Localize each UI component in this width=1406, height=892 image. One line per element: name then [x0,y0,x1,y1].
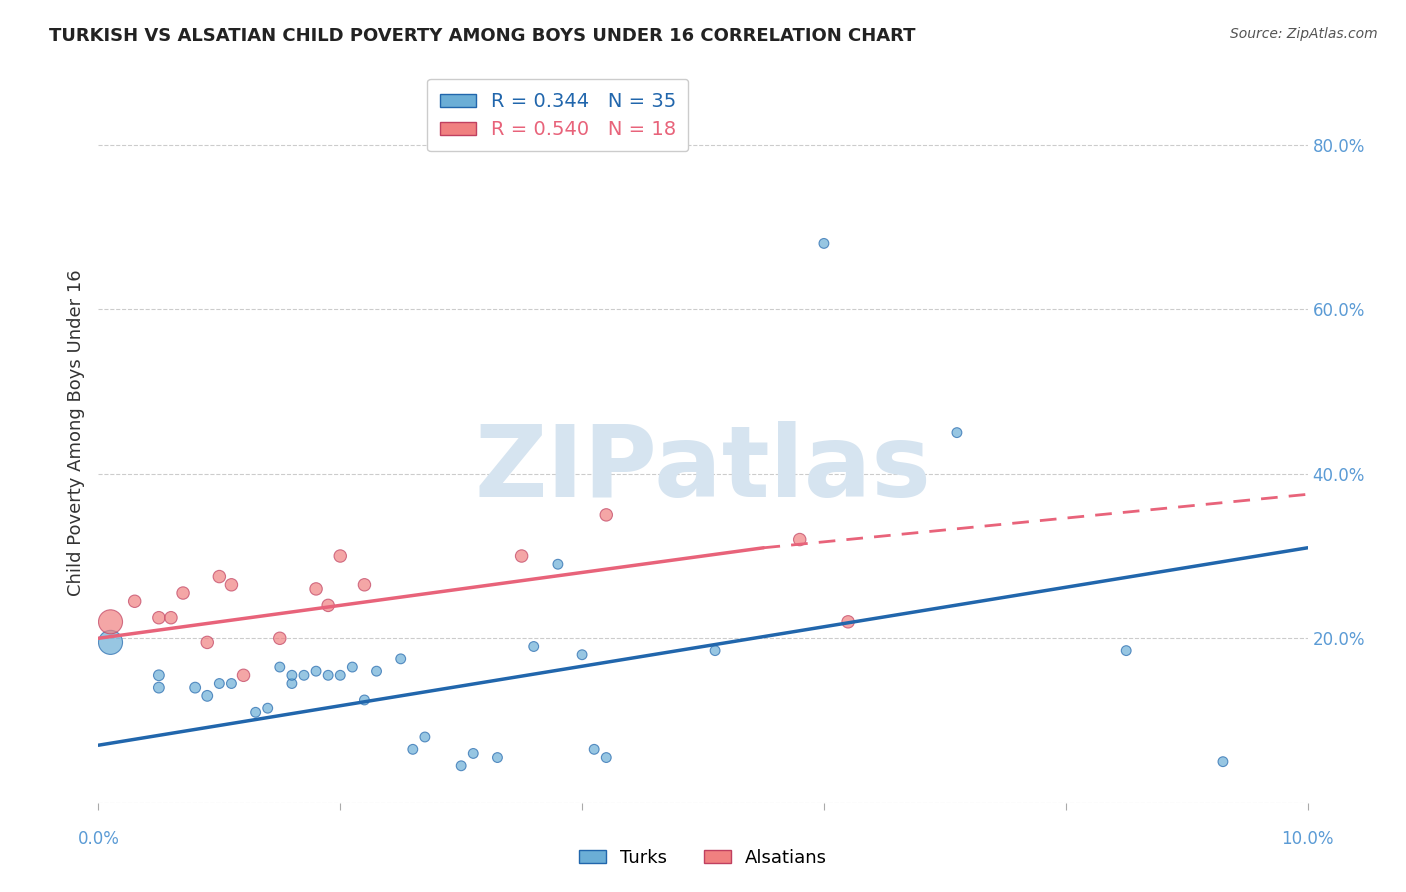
Text: ZIPatlas: ZIPatlas [475,421,931,518]
Point [329,668,352,682]
Point [389,652,412,666]
Point [292,668,315,682]
Point [704,643,727,657]
Point [148,610,170,624]
Point [148,668,170,682]
Point [305,664,328,678]
Point [595,508,617,522]
Point [232,668,254,682]
Point [100,615,122,629]
Point [148,681,170,695]
Point [316,668,339,682]
Point [160,610,183,624]
Point [281,676,304,690]
Point [124,594,146,608]
Point [329,549,352,563]
Point [100,635,122,649]
Point [208,676,231,690]
Point [366,664,388,678]
Point [450,758,472,772]
Point [353,578,375,592]
Point [413,730,436,744]
Point [269,660,291,674]
Legend: R = 0.344   N = 35, R = 0.540   N = 18: R = 0.344 N = 35, R = 0.540 N = 18 [427,78,689,151]
Point [221,578,243,592]
Point [510,549,533,563]
Legend: Turks, Alsatians: Turks, Alsatians [572,842,834,874]
Point [256,701,278,715]
Point [342,660,364,674]
Point [583,742,606,756]
Point [195,689,218,703]
Point [316,599,339,613]
Text: Source: ZipAtlas.com: Source: ZipAtlas.com [1230,27,1378,41]
Y-axis label: Child Poverty Among Boys Under 16: Child Poverty Among Boys Under 16 [66,269,84,596]
Point [946,425,969,440]
Text: 10.0%: 10.0% [1281,830,1334,848]
Point [463,747,485,761]
Point [523,640,546,654]
Point [547,558,569,572]
Point [402,742,425,756]
Point [305,582,328,596]
Point [789,533,811,547]
Point [195,635,218,649]
Point [245,706,267,720]
Point [571,648,593,662]
Point [813,236,835,251]
Point [172,586,194,600]
Point [595,750,617,764]
Point [486,750,509,764]
Point [184,681,207,695]
Point [221,676,243,690]
Point [837,615,859,629]
Point [1115,643,1137,657]
Text: TURKISH VS ALSATIAN CHILD POVERTY AMONG BOYS UNDER 16 CORRELATION CHART: TURKISH VS ALSATIAN CHILD POVERTY AMONG … [49,27,915,45]
Point [1212,755,1234,769]
Point [269,632,291,646]
Point [208,569,231,583]
Point [353,693,375,707]
Point [281,668,304,682]
Text: 0.0%: 0.0% [77,830,120,848]
